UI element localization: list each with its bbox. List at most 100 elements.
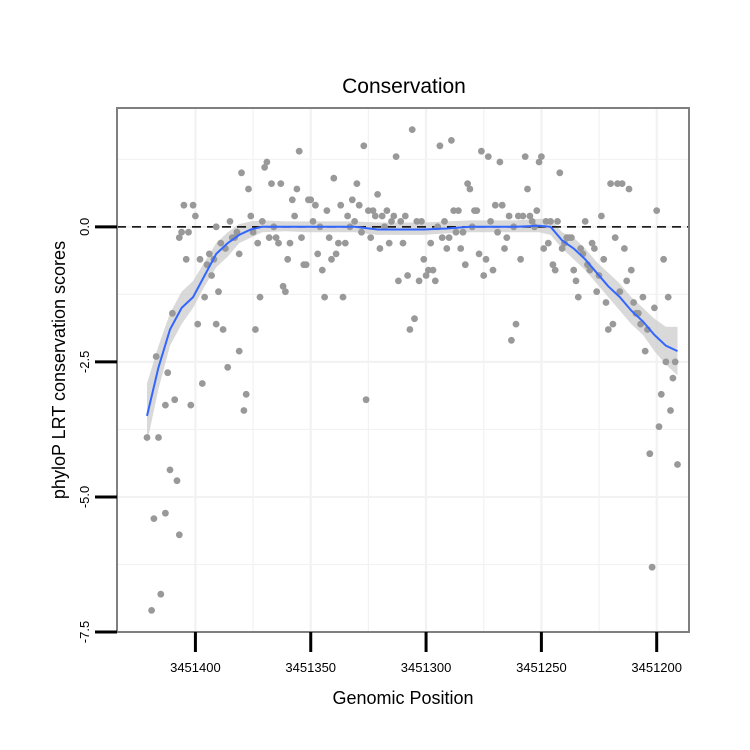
data-point	[653, 207, 661, 215]
data-point	[291, 212, 298, 220]
data-point	[544, 239, 552, 247]
data-point	[189, 201, 197, 209]
data-point	[630, 299, 637, 306]
data-point	[568, 234, 575, 242]
x-tick-label: 3451400	[170, 660, 221, 675]
data-point	[558, 245, 566, 252]
data-point	[348, 196, 356, 204]
data-point	[358, 228, 365, 236]
data-point	[323, 207, 331, 215]
data-point	[674, 461, 681, 468]
data-point	[219, 326, 227, 333]
data-point	[187, 401, 195, 409]
data-point	[173, 477, 181, 485]
data-point	[205, 250, 213, 258]
data-point	[175, 234, 183, 242]
data-point	[155, 434, 162, 441]
data-point	[369, 207, 377, 215]
data-point	[302, 261, 310, 269]
data-point	[549, 261, 557, 269]
data-point	[245, 185, 252, 193]
data-point	[150, 515, 158, 522]
y-tick-label: -5.0	[77, 486, 92, 508]
data-point	[314, 250, 322, 258]
data-point	[591, 245, 598, 252]
data-point	[611, 234, 619, 242]
data-point	[538, 153, 545, 161]
data-point	[602, 299, 610, 306]
data-point	[367, 234, 375, 242]
data-point	[254, 239, 262, 247]
data-point	[572, 277, 580, 285]
data-point	[201, 293, 209, 301]
data-point	[390, 212, 398, 220]
data-point	[473, 207, 481, 215]
data-point	[180, 201, 188, 209]
data-point	[215, 288, 222, 296]
data-point	[383, 207, 391, 215]
data-point	[600, 255, 608, 263]
data-point	[328, 255, 335, 263]
data-point	[413, 218, 421, 225]
data-point	[625, 185, 633, 193]
data-point	[651, 304, 658, 312]
data-point	[637, 320, 644, 328]
data-point	[478, 147, 485, 155]
data-point	[162, 401, 169, 409]
data-point	[224, 363, 232, 371]
data-point	[427, 239, 435, 247]
data-point	[157, 590, 165, 598]
data-point	[408, 126, 416, 133]
data-point	[621, 245, 628, 252]
data-point	[388, 218, 395, 225]
data-point	[171, 396, 179, 404]
data-point	[459, 228, 467, 236]
data-point	[185, 228, 192, 236]
smooth-fit-line	[146, 224, 678, 417]
data-point	[641, 347, 649, 355]
data-point	[401, 212, 409, 220]
data-point	[505, 212, 513, 220]
data-point	[344, 212, 351, 220]
data-point	[240, 407, 248, 414]
data-point	[196, 255, 204, 263]
data-point	[660, 255, 667, 263]
y-tick-label: -7.5	[77, 621, 92, 643]
data-point	[212, 223, 220, 231]
data-point	[480, 272, 488, 279]
data-point	[351, 218, 358, 225]
y-tick-label: -2.5	[77, 351, 92, 373]
data-point	[482, 255, 490, 263]
data-point	[436, 142, 444, 150]
data-point	[293, 185, 301, 193]
plot-frame	[116, 107, 690, 633]
data-point	[288, 196, 296, 204]
data-point	[249, 228, 257, 236]
data-point	[588, 239, 596, 247]
data-point	[489, 266, 497, 274]
data-point	[598, 212, 605, 220]
data-point	[208, 272, 216, 279]
data-point	[487, 218, 494, 225]
data-point	[431, 277, 439, 285]
data-point	[182, 255, 190, 263]
x-tick-label: 3451250	[516, 660, 567, 675]
data-point	[192, 212, 199, 220]
data-point	[411, 315, 418, 323]
data-point	[501, 245, 508, 252]
data-point	[671, 358, 679, 366]
data-point	[169, 309, 176, 317]
data-point	[496, 158, 504, 166]
data-point	[491, 201, 499, 209]
data-point	[194, 320, 202, 328]
data-point	[339, 293, 347, 301]
data-point	[570, 266, 578, 274]
data-point	[498, 201, 506, 209]
data-point	[450, 207, 458, 215]
data-point	[355, 201, 363, 209]
y-tick-label: 0.0	[77, 218, 92, 236]
data-point	[277, 180, 285, 188]
data-point	[258, 218, 266, 225]
data-point	[618, 180, 626, 188]
